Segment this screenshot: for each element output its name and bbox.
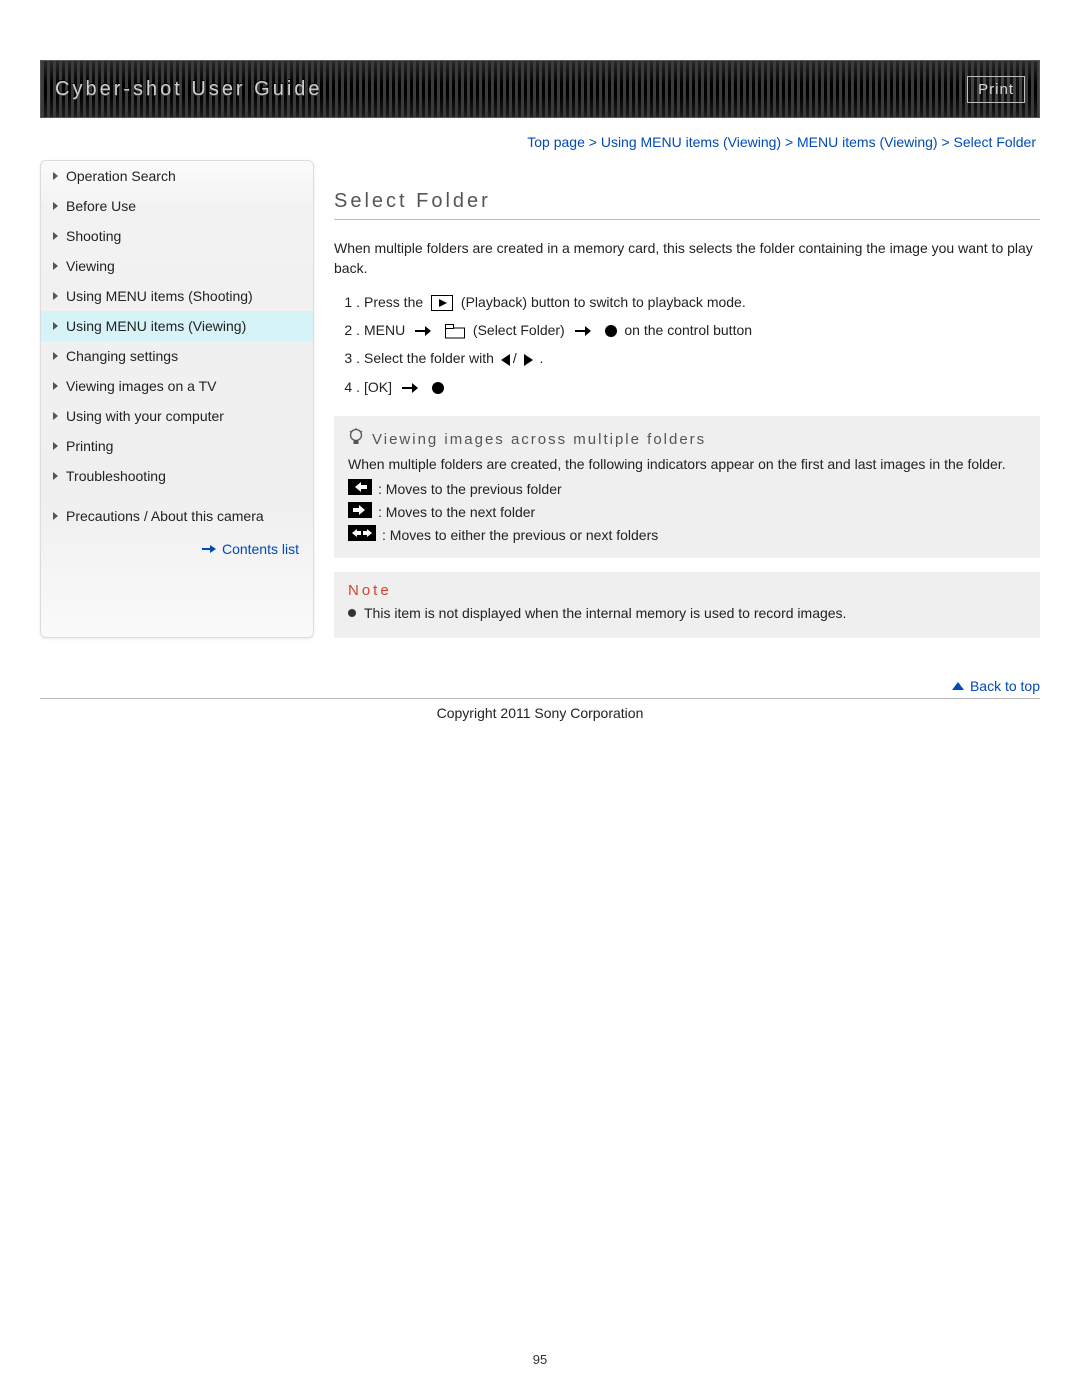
- sidebar-item-shooting[interactable]: Shooting: [41, 221, 313, 251]
- step-3-b: .: [540, 350, 544, 366]
- intro-text: When multiple folders are created in a m…: [334, 238, 1040, 279]
- caret-icon: [53, 232, 58, 240]
- print-button[interactable]: Print: [967, 76, 1025, 103]
- step-2-c: on the control button: [624, 322, 752, 338]
- tip-heading-row: Viewing images across multiple folders: [348, 428, 1026, 450]
- sidebar-item-label: Using with your computer: [66, 408, 224, 424]
- step-3: 3 . Select the folder with / .: [338, 347, 1040, 369]
- next-folder-icon: [348, 502, 372, 521]
- step-1: 1 . Press the (Playback) button to switc…: [338, 291, 1040, 313]
- lightbulb-icon: [348, 428, 364, 450]
- sidebar-item-label: Shooting: [66, 228, 121, 244]
- sidebar-item-label: Using MENU items (Viewing): [66, 318, 246, 334]
- header-banner: Cyber-shot User Guide Print: [40, 60, 1040, 118]
- caret-icon: [53, 512, 58, 520]
- sidebar-item-viewing-tv[interactable]: Viewing images on a TV: [41, 371, 313, 401]
- sidebar-item-operation-search[interactable]: Operation Search: [41, 161, 313, 191]
- indicator-next-text: : Moves to the next folder: [378, 504, 535, 520]
- playback-icon: [431, 295, 453, 311]
- arrow-right-icon: [575, 326, 591, 336]
- sidebar-item-before-use[interactable]: Before Use: [41, 191, 313, 221]
- sidebar-item-label: Operation Search: [66, 168, 176, 184]
- caret-icon: [53, 442, 58, 450]
- steps-list: 1 . Press the (Playback) button to switc…: [334, 291, 1040, 399]
- right-triangle-icon: [524, 354, 533, 366]
- center-dot-icon: [432, 382, 444, 394]
- caret-icon: [53, 172, 58, 180]
- indicator-both: : Moves to either the previous or next f…: [348, 525, 1026, 544]
- sidebar-item-label: Printing: [66, 438, 113, 454]
- page-title: Select Folder: [334, 190, 1040, 213]
- tip-intro: When multiple folders are created, the f…: [348, 454, 1026, 475]
- caret-icon: [53, 352, 58, 360]
- step-2: 2 . MENU (Select Folder) on the control …: [338, 319, 1040, 341]
- triangle-up-icon: [952, 682, 964, 690]
- indicator-both-text: : Moves to either the previous or next f…: [382, 527, 658, 543]
- sidebar-item-label: Using MENU items (Shooting): [66, 288, 253, 304]
- sidebar-item-viewing[interactable]: Viewing: [41, 251, 313, 281]
- sidebar-item-menu-viewing[interactable]: Using MENU items (Viewing): [41, 311, 313, 341]
- step-1-b: (Playback) button to switch to playback …: [461, 294, 746, 310]
- sidebar-item-label: Changing settings: [66, 348, 178, 364]
- step-1-a: Press the: [364, 294, 423, 310]
- sidebar-item-computer[interactable]: Using with your computer: [41, 401, 313, 431]
- step-2-b: (Select Folder): [473, 322, 565, 338]
- sidebar-item-label: Viewing: [66, 258, 115, 274]
- sidebar-item-menu-shooting[interactable]: Using MENU items (Shooting): [41, 281, 313, 311]
- breadcrumb[interactable]: Top page > Using MENU items (Viewing) > …: [40, 134, 1036, 150]
- sidebar-item-precautions[interactable]: Precautions / About this camera: [41, 501, 313, 531]
- title-divider: [334, 219, 1040, 220]
- page-number: 95: [0, 1352, 1080, 1367]
- both-folder-icon: [348, 525, 376, 544]
- copyright-text: Copyright 2011 Sony Corporation: [40, 705, 1040, 721]
- step-4-a: [OK]: [364, 379, 392, 395]
- note-box: Note This item is not displayed when the…: [334, 572, 1040, 638]
- left-triangle-icon: [501, 354, 510, 366]
- caret-icon: [53, 382, 58, 390]
- sidebar-item-label: Troubleshooting: [66, 468, 166, 484]
- bullet-icon: [348, 609, 356, 617]
- arrow-right-icon: [415, 326, 431, 336]
- back-to-top-label: Back to top: [970, 678, 1040, 694]
- indicator-prev: : Moves to the previous folder: [348, 479, 1026, 498]
- tip-heading: Viewing images across multiple folders: [372, 431, 706, 448]
- contents-list-link[interactable]: Contents list: [41, 531, 313, 571]
- caret-icon: [53, 322, 58, 330]
- main-content: Select Folder When multiple folders are …: [334, 156, 1040, 638]
- sidebar-item-label: Viewing images on a TV: [66, 378, 216, 394]
- footer-divider: [40, 698, 1040, 699]
- guide-title: Cyber-shot User Guide: [55, 78, 323, 101]
- indicator-next: : Moves to the next folder: [348, 502, 1026, 521]
- note-text: This item is not displayed when the inte…: [364, 603, 846, 624]
- arrow-right-icon: [202, 545, 216, 553]
- contents-list-label: Contents list: [222, 541, 299, 557]
- indicator-prev-text: : Moves to the previous folder: [378, 481, 562, 497]
- folder-icon: [445, 324, 465, 339]
- step-2-a: MENU: [364, 322, 405, 338]
- caret-icon: [53, 472, 58, 480]
- sidebar: Operation Search Before Use Shooting Vie…: [40, 160, 314, 638]
- center-dot-icon: [605, 325, 617, 337]
- sidebar-item-label: Before Use: [66, 198, 136, 214]
- sidebar-item-changing-settings[interactable]: Changing settings: [41, 341, 313, 371]
- back-to-top-link[interactable]: Back to top: [952, 678, 1040, 694]
- tip-box: Viewing images across multiple folders W…: [334, 416, 1040, 558]
- step-4: 4 . [OK]: [338, 376, 1040, 398]
- sidebar-item-label: Precautions / About this camera: [66, 508, 264, 524]
- prev-folder-icon: [348, 479, 372, 498]
- step-3-a: Select the folder with: [364, 350, 494, 366]
- caret-icon: [53, 292, 58, 300]
- note-heading: Note: [348, 582, 1026, 599]
- caret-icon: [53, 262, 58, 270]
- caret-icon: [53, 202, 58, 210]
- caret-icon: [53, 412, 58, 420]
- sidebar-item-troubleshooting[interactable]: Troubleshooting: [41, 461, 313, 491]
- sidebar-item-printing[interactable]: Printing: [41, 431, 313, 461]
- arrow-right-icon: [402, 383, 418, 393]
